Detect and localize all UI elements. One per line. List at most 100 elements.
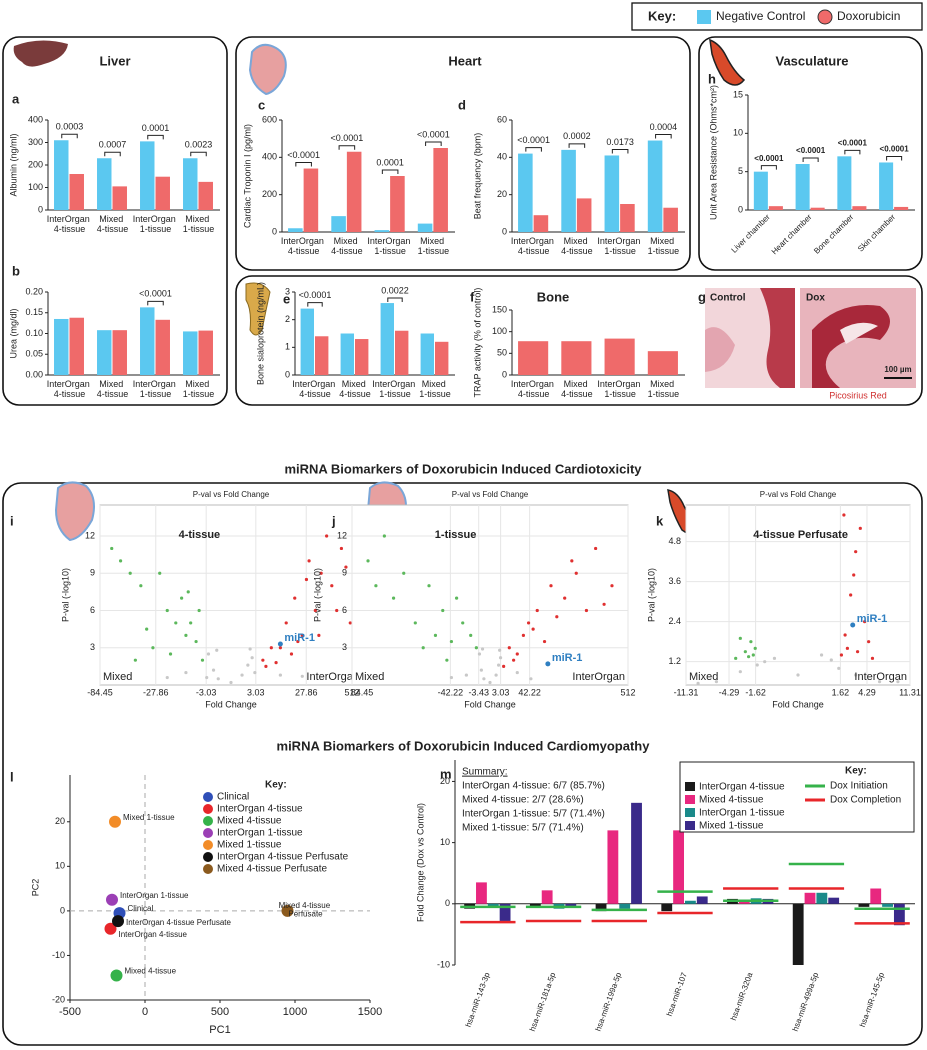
x-tick-label: InterOrgan 4-tissue [281, 236, 327, 256]
y-tick-label: 0 [502, 226, 507, 236]
y-axis-label: Fold Change (Dox vs Control) [415, 803, 425, 922]
bar [619, 903, 631, 909]
point [382, 534, 386, 538]
y-tick-label: 0.00 [25, 369, 43, 379]
plot-area [99, 504, 363, 686]
x-tick-label: Mixed 4-tissue [97, 214, 129, 234]
point [289, 652, 294, 656]
p-value: <0.0001 [754, 154, 784, 163]
y-axis-label: P-val (-log10) [60, 568, 70, 622]
point [402, 571, 406, 575]
point [186, 590, 190, 594]
bar [837, 156, 852, 210]
y-tick-label: 20 [440, 776, 450, 786]
bar [647, 351, 678, 375]
x-tick-label: hsa-miR-107 [665, 971, 689, 1018]
point [743, 650, 747, 654]
point [278, 646, 282, 650]
point [839, 653, 844, 657]
x-tick-label: InterOrgan 1-tissue [372, 379, 418, 399]
p-value: 0.0001 [142, 123, 170, 133]
y-tick-label: 40 [497, 152, 507, 162]
bar [288, 228, 303, 232]
point [335, 608, 339, 613]
legend-label: InterOrgan 4-tissue [699, 782, 785, 793]
bar [518, 341, 549, 375]
highlight-label: miR-1 [552, 652, 583, 664]
y-axis-label: Cardiac Troponin I (pg/ml) [242, 124, 252, 228]
point [240, 673, 244, 677]
panel-letter: m [440, 766, 452, 781]
point [293, 596, 297, 600]
y-tick-label: -10 [437, 959, 450, 969]
point [118, 559, 123, 563]
bar [183, 331, 198, 375]
summary-line: InterOrgan 4-tissue: 6/7 (85.7%) [462, 781, 605, 792]
bar [795, 164, 810, 210]
point [264, 664, 268, 668]
bar [155, 319, 170, 375]
point-label: Clinical [128, 904, 154, 913]
panel-letter: b [12, 263, 20, 278]
bar [673, 830, 684, 904]
point [870, 656, 875, 660]
point [480, 647, 485, 651]
point [849, 593, 853, 597]
bar [395, 330, 409, 375]
point-label: Mixed 4-tissue [125, 967, 177, 976]
x-tick-label: 500 [211, 1006, 229, 1018]
mirna-panel [2, 482, 923, 1046]
point [139, 584, 143, 588]
significance-bracket [611, 148, 629, 154]
x-tick-label: 1000 [283, 1006, 307, 1018]
point [749, 640, 753, 644]
x-tick-label: -1.62 [745, 687, 766, 697]
point [165, 675, 169, 680]
y-axis-label: Beat frequency (bpm) [472, 133, 482, 220]
point [829, 658, 833, 662]
chart-subtitle: 1-tissue [435, 529, 477, 541]
significance-bracket [760, 165, 777, 170]
point [843, 633, 847, 637]
significance-bracket [844, 149, 861, 155]
point [555, 615, 559, 619]
point [110, 969, 123, 982]
y-tick-label: 150 [492, 304, 507, 314]
point [563, 596, 567, 600]
point [284, 621, 288, 625]
y-tick-label: 2 [285, 314, 290, 324]
bar [435, 341, 449, 375]
y-tick-label: 0 [285, 369, 290, 379]
legend-label: InterOrgan 4-tissue Perfusate [217, 852, 349, 863]
y-tick-label: 100 [28, 182, 43, 192]
point [498, 648, 502, 652]
y-tick-label: 10 [733, 128, 743, 138]
significance-bracket [802, 157, 819, 162]
bar [631, 802, 642, 904]
legend-label: Mixed 4-tissue [699, 795, 764, 806]
point [145, 627, 149, 631]
highlight-point [277, 641, 283, 647]
significance-bracket [886, 155, 903, 161]
point [877, 680, 882, 684]
legend-swatch [203, 804, 213, 814]
point [852, 573, 856, 577]
y-tick-label: 3.6 [668, 576, 681, 586]
p-value: <0.0001 [417, 129, 450, 139]
heart-icon [54, 481, 95, 542]
point [261, 658, 265, 662]
x-tick-label: 1.62 [832, 687, 850, 697]
bar [69, 317, 84, 375]
x-tick-label: hsa-miR-145-5p [858, 971, 886, 1028]
panel-letter: k [656, 513, 664, 528]
point [348, 621, 352, 625]
bar [198, 330, 213, 375]
panel-letter: h [708, 71, 716, 86]
bar [810, 207, 825, 210]
image-label: Dox [806, 293, 825, 304]
x-tick-label: Mixed 4-tissue [97, 379, 129, 399]
bar [893, 903, 905, 926]
x-tick-label: Mixed 4-tissue [339, 379, 371, 399]
x-tick-label: Mixed 1-tissue [418, 236, 450, 256]
legend-label: InterOrgan 1-tissue [217, 828, 303, 839]
